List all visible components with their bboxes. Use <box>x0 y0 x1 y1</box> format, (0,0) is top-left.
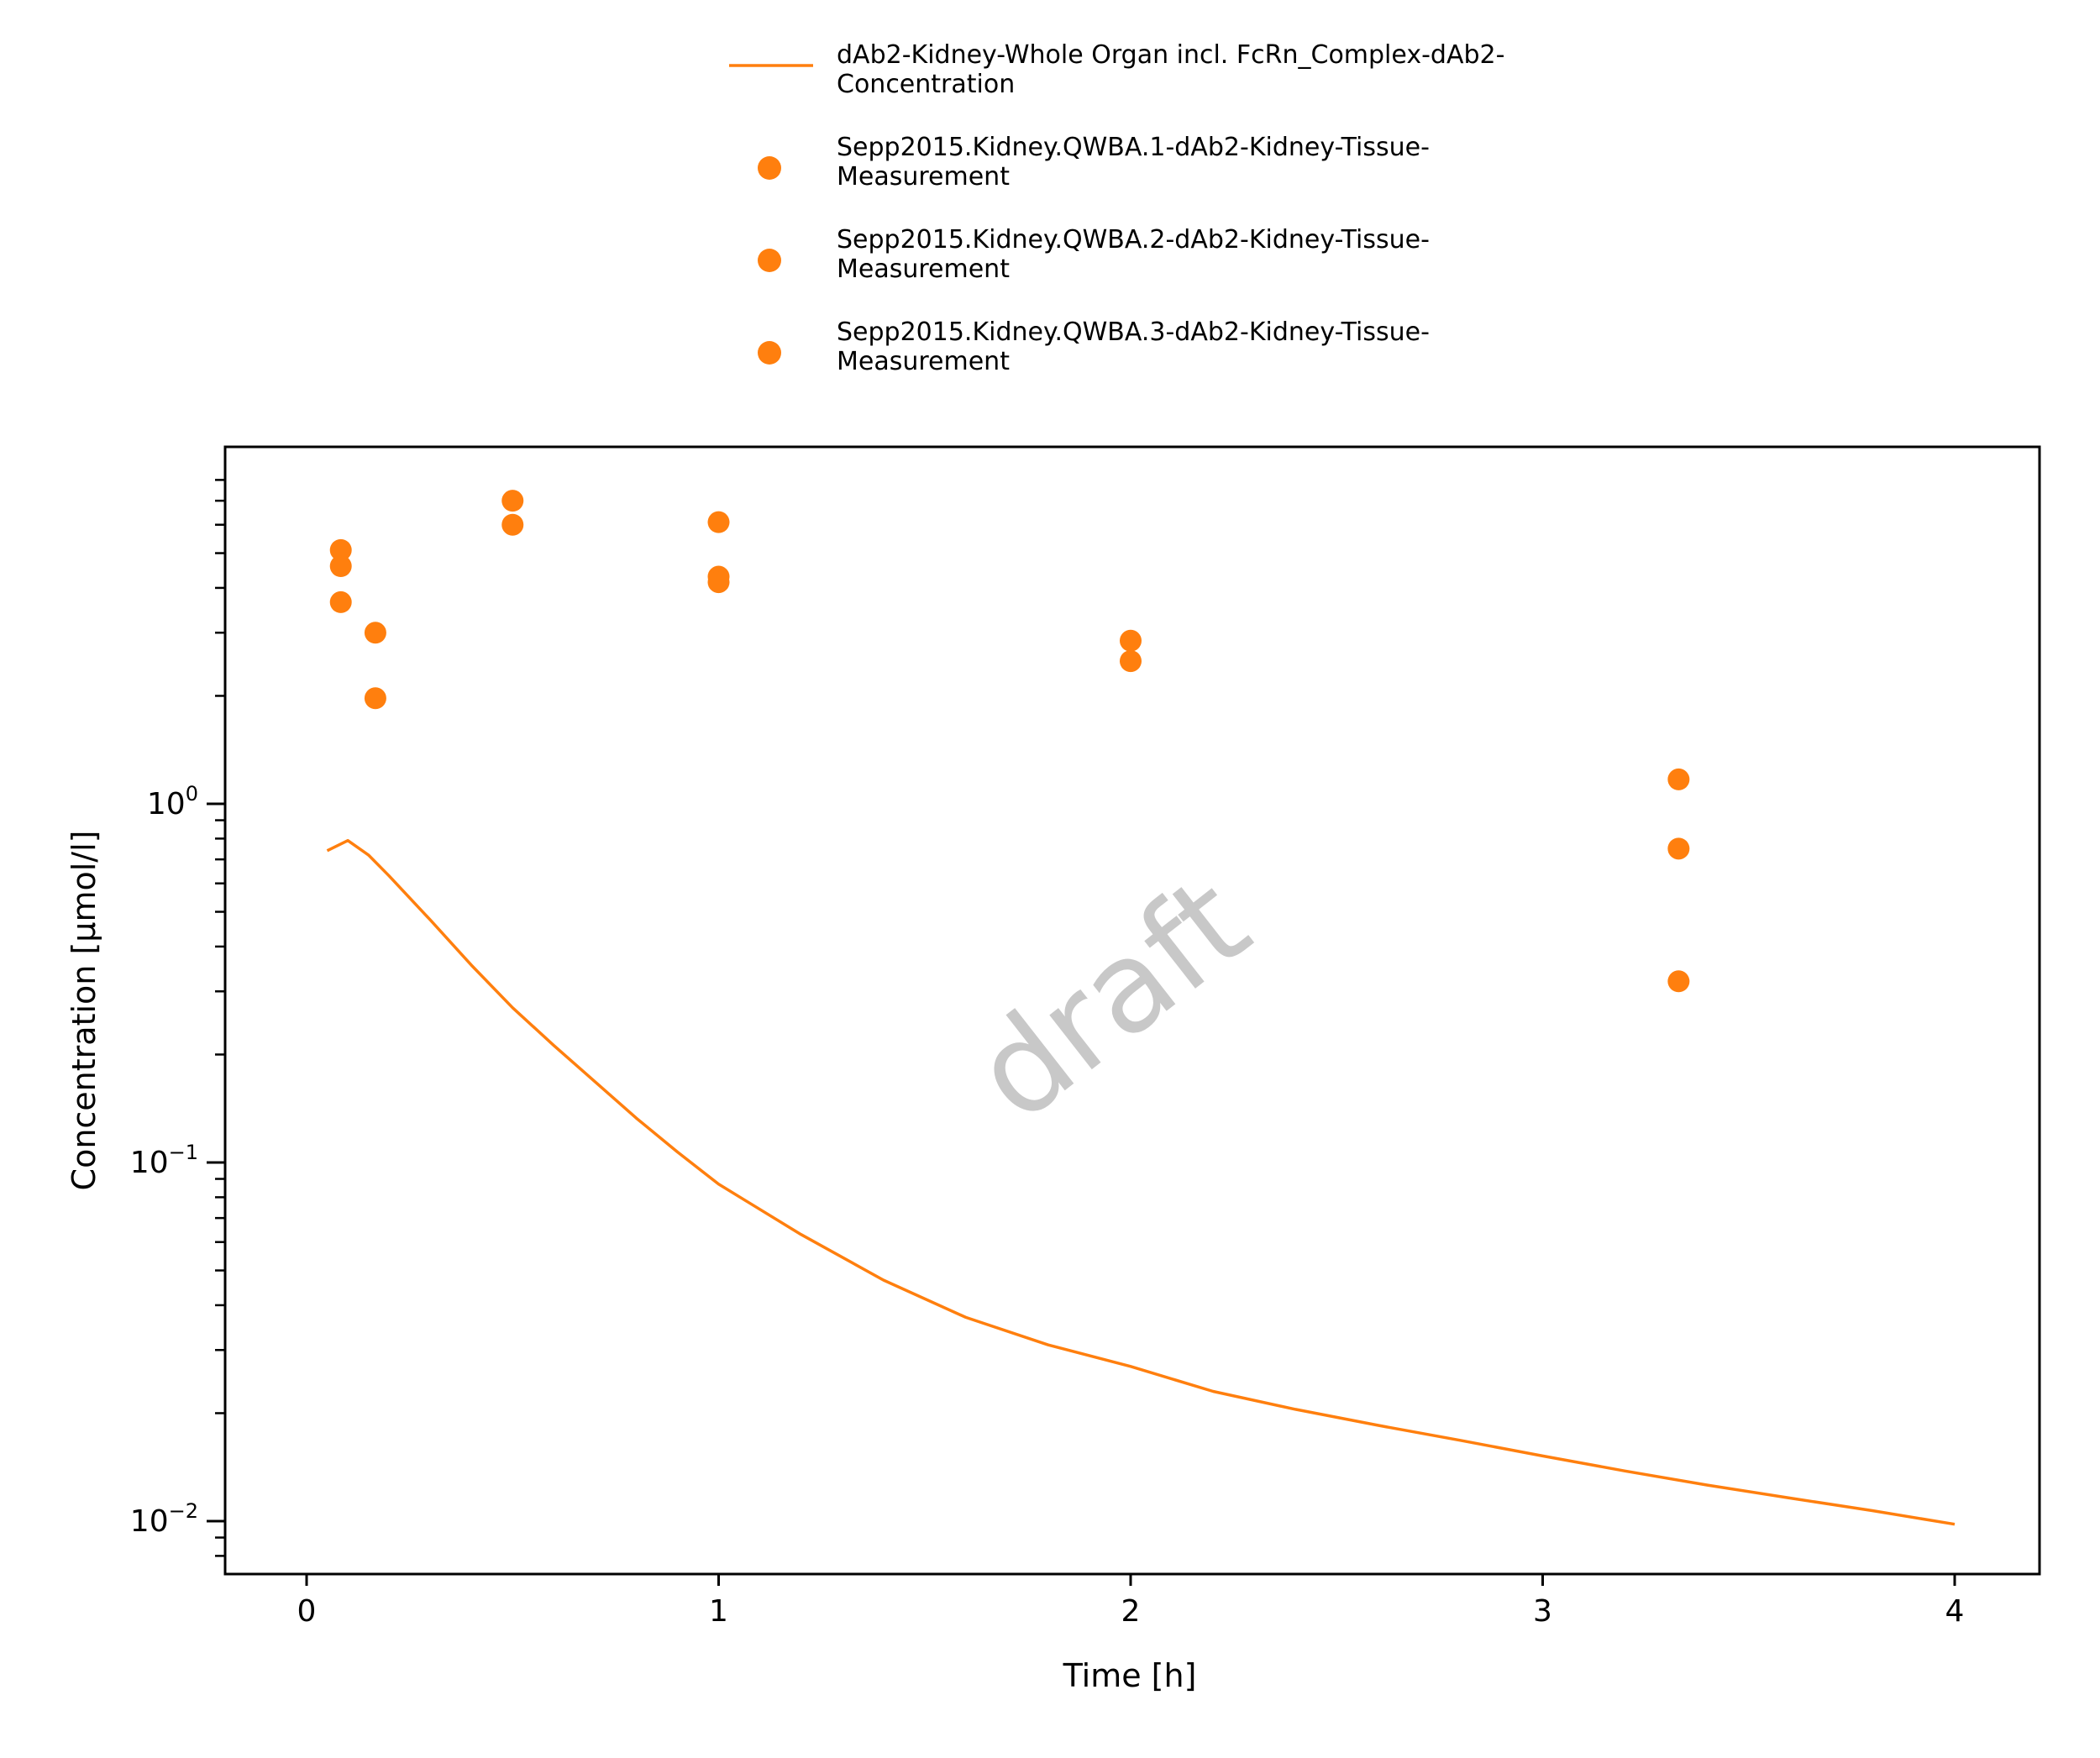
y-tick-label-2: 10−2 <box>130 1499 198 1539</box>
legend-label-1-line-1: Measurement <box>837 162 1010 192</box>
legend-dot-marker-2 <box>758 249 781 272</box>
watermark-draft: draft <box>948 849 1275 1149</box>
x-axis-label: Time [h] <box>1063 1657 1197 1694</box>
plot-frame <box>223 445 2041 1576</box>
series-3-point-0 <box>329 590 352 613</box>
legend-label-2-line-1: Measurement <box>837 255 1010 284</box>
x-tick-label-2: 2 <box>1121 1594 1141 1629</box>
series-1-point-1 <box>364 622 386 644</box>
series-3-point-1 <box>707 571 730 594</box>
y-tick-label-0: 100 <box>147 782 198 821</box>
series-1-point-0 <box>329 538 352 561</box>
x-tick-label-4: 4 <box>1945 1594 1965 1629</box>
series-line-0 <box>326 838 1956 1526</box>
legend-label-1-line-0: Sepp2015.Kidney.QWBA.1-dAb2-Kidney-Tissu… <box>837 133 1430 162</box>
series-1-point-2 <box>501 490 524 512</box>
legend-dot-marker-1 <box>758 156 781 180</box>
series-1-point-5 <box>1667 768 1690 790</box>
series-2-point-4 <box>1120 650 1142 673</box>
x-axis: 0 1 2 3 4 <box>297 1574 1965 1629</box>
series-2-point-2 <box>501 513 524 536</box>
legend: dAb2-Kidney-Whole Organ incl. FcRn_Compl… <box>729 40 1504 376</box>
x-tick-label-0: 0 <box>297 1594 317 1629</box>
y-tick-label-1: 10−1 <box>130 1141 198 1180</box>
axes: 0 1 2 3 4 100 10−1 10−2 Time [h] Concentration… <box>66 445 2041 1694</box>
series-3-point-2 <box>1667 970 1690 993</box>
series-1-point-4 <box>1120 629 1142 652</box>
series-2-point-0 <box>329 555 352 578</box>
y-axis-label: Concentration [µmol/l] <box>66 831 102 1191</box>
legend-label-3-line-1: Measurement <box>837 347 1010 376</box>
series-2-point-5 <box>1667 837 1690 860</box>
legend-label-2-line-0: Sepp2015.Kidney.QWBA.2-dAb2-Kidney-Tissu… <box>837 225 1430 255</box>
x-tick-label-3: 3 <box>1533 1594 1552 1629</box>
series-1-point-3 <box>707 511 730 533</box>
series-2-point-1 <box>364 687 386 710</box>
x-tick-label-1: 1 <box>709 1594 728 1629</box>
plot-area <box>326 490 1956 1526</box>
legend-label-0-line-0: dAb2-Kidney-Whole Organ incl. FcRn_Compl… <box>837 40 1504 70</box>
legend-dot-marker-3 <box>758 341 781 365</box>
y-axis: 100 10−1 10−2 <box>130 479 225 1557</box>
legend-label-3-line-0: Sepp2015.Kidney.QWBA.3-dAb2-Kidney-Tissu… <box>837 317 1430 347</box>
legend-label-0-line-1: Concentration <box>837 70 1015 99</box>
